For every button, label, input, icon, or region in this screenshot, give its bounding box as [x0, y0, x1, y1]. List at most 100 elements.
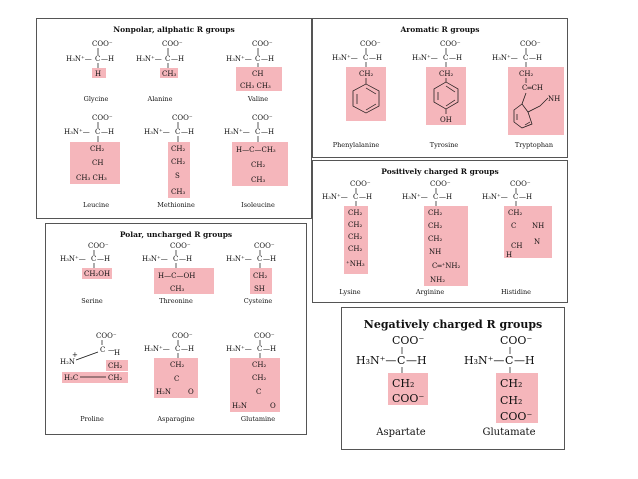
svg-text:C: C: [353, 193, 358, 201]
panel-title: Nonpolar, aliphatic R groups: [113, 25, 235, 34]
molecule-alanine: COO⁻ H₃N⁺— C —H CH₃: [130, 38, 190, 88]
molecule-isoleucine: COO⁻ H₃N⁺— C —H H—C—CH₃ CH₂ CH₃: [210, 112, 290, 192]
svg-text:—H: —H: [406, 354, 427, 367]
svg-text:CH₃ CH₃: CH₃ CH₃: [240, 82, 271, 90]
svg-text:C: C: [91, 255, 96, 263]
svg-text:NH₂: NH₂: [430, 276, 445, 284]
svg-text:C: C: [523, 54, 528, 62]
svg-text:CH₂: CH₂: [171, 158, 185, 166]
svg-text:CH₂: CH₂: [500, 377, 522, 390]
molecule-lysine: COO⁻ H₃N⁺— C —H CH₂ CH₂ CH₂ CH₂ ⁺NH₃: [318, 178, 398, 278]
svg-text:CH: CH: [252, 70, 263, 78]
name-leucine: Leucine: [82, 201, 110, 209]
panel-title: Positively charged R groups: [381, 167, 499, 176]
svg-text:CH₂: CH₂: [171, 145, 185, 153]
svg-text:COO⁻: COO⁻: [88, 242, 109, 250]
svg-text:H₂N: H₂N: [232, 402, 247, 410]
svg-text:CH₂: CH₂: [90, 145, 104, 153]
svg-text:—H: —H: [179, 255, 192, 263]
svg-text:C: C: [255, 55, 260, 63]
svg-text:COO⁻: COO⁻: [360, 40, 381, 48]
svg-text:CH₂: CH₂: [252, 361, 266, 369]
svg-text:—H: —H: [181, 345, 194, 353]
svg-text:—H: —H: [439, 193, 452, 201]
panel-title: Negatively charged R groups: [363, 318, 543, 331]
svg-text:CH₂: CH₂: [252, 374, 266, 382]
svg-text:COO⁻: COO⁻: [172, 114, 193, 122]
svg-text:C: C: [256, 388, 261, 396]
name-glutamine: Glutamine: [240, 415, 276, 423]
svg-text:—H: —H: [519, 193, 532, 201]
svg-text:H₃N⁺—: H₃N⁺—: [226, 55, 252, 63]
svg-text:—H: —H: [359, 193, 372, 201]
name-asparagine: Asparagine: [157, 415, 195, 423]
svg-text:C: C: [505, 354, 513, 367]
svg-text:—H: —H: [263, 255, 276, 263]
svg-text:COO⁻: COO⁻: [254, 332, 275, 340]
svg-text:H₃N⁺—: H₃N⁺—: [64, 128, 90, 136]
svg-text:COO⁻: COO⁻: [500, 410, 532, 423]
name-glutamate: Glutamate: [482, 427, 536, 438]
svg-text:—H: —H: [181, 128, 194, 136]
svg-text:COO⁻: COO⁻: [392, 334, 424, 347]
name-phenylalanine: Phenylalanine: [332, 141, 380, 149]
svg-text:C: C: [165, 55, 170, 63]
svg-text:CH: CH: [511, 242, 522, 250]
svg-text:H₂N: H₂N: [60, 358, 75, 366]
amine-label: H₃N⁺—: [66, 55, 92, 63]
name-histidine: Histidine: [500, 288, 532, 296]
svg-text:H₂N: H₂N: [156, 388, 171, 396]
svg-text:CH₂: CH₂: [348, 233, 362, 241]
svg-text:⁺NH₃: ⁺NH₃: [346, 260, 365, 268]
svg-text:COO⁻: COO⁻: [392, 392, 424, 405]
svg-text:C: C: [95, 128, 100, 136]
molecule-glycine: COO⁻ H₃N⁺— C —H H: [60, 38, 120, 88]
svg-text:—H: —H: [101, 128, 114, 136]
r-group: H: [95, 70, 101, 78]
svg-text:H₃N⁺—: H₃N⁺—: [412, 54, 438, 62]
svg-text:—H: —H: [101, 55, 114, 63]
svg-text:H₃N⁺—: H₃N⁺—: [60, 255, 86, 263]
svg-text:—H: —H: [263, 345, 276, 353]
svg-text:CH₂: CH₂: [500, 394, 522, 407]
svg-text:H₃N⁺—: H₃N⁺—: [142, 255, 168, 263]
svg-text:CH₂: CH₂: [108, 362, 122, 370]
svg-text:—H: —H: [514, 354, 535, 367]
molecule-valine: COO⁻ H₃N⁺— C —H CH CH₃ CH₃: [210, 38, 290, 98]
name-alanine: Alanine: [147, 95, 173, 103]
name-valine: Valine: [247, 95, 269, 103]
name-tyrosine: Tyrosine: [429, 141, 459, 149]
svg-text:C: C: [175, 128, 180, 136]
svg-text:CH₂OH: CH₂OH: [84, 270, 110, 278]
svg-text:C: C: [397, 354, 405, 367]
svg-text:H₃N⁺—: H₃N⁺—: [226, 345, 252, 353]
svg-text:H₃N⁺—: H₃N⁺—: [144, 128, 170, 136]
molecule-glutamine: COO⁻ H₃N⁺— C —H CH₂ CH₂ C H₂N O: [222, 330, 302, 415]
svg-text:H₃N⁺—: H₃N⁺—: [482, 193, 508, 201]
alpha-carbon: C: [95, 55, 100, 63]
svg-text:COO⁻: COO⁻: [96, 332, 117, 340]
svg-text:C: C: [443, 54, 448, 62]
svg-text:H₂C: H₂C: [64, 374, 78, 382]
molecule-histidine: COO⁻ H₃N⁺— C —H CH₂ C CH H NH N: [478, 178, 558, 268]
svg-text:CH₃: CH₃: [171, 188, 185, 196]
svg-text:COO⁻: COO⁻: [172, 332, 193, 340]
name-glycine: Glycine: [83, 95, 109, 103]
name-aspartate: Aspartate: [376, 427, 426, 438]
panel-title: Polar, uncharged R groups: [119, 230, 233, 239]
molecule-tryptophan: COO⁻ H₃N⁺— C —H CH₂ C═CH NH: [478, 38, 568, 138]
svg-text:COO⁻: COO⁻: [520, 40, 541, 48]
molecule-leucine: COO⁻ H₃N⁺— C —H CH₂ CH CH₃ CH₃: [50, 112, 130, 192]
svg-text:H₃N⁺—: H₃N⁺—: [322, 193, 348, 201]
carboxyl-label: COO⁻: [92, 40, 113, 48]
svg-text:H—C—CH₃: H—C—CH₃: [236, 146, 276, 154]
svg-text:H₃N⁺—: H₃N⁺—: [332, 54, 358, 62]
svg-text:C: C: [257, 345, 262, 353]
svg-text:C: C: [363, 54, 368, 62]
svg-text:CH₂: CH₂: [428, 222, 442, 230]
molecule-asparagine: COO⁻ H₃N⁺— C —H CH₂ C H₂N O: [140, 330, 220, 400]
svg-text:—H: —H: [529, 54, 542, 62]
svg-text:H—C—OH: H—C—OH: [158, 272, 195, 280]
svg-text:H₃N⁺—: H₃N⁺—: [144, 345, 170, 353]
name-serine: Serine: [81, 297, 103, 305]
